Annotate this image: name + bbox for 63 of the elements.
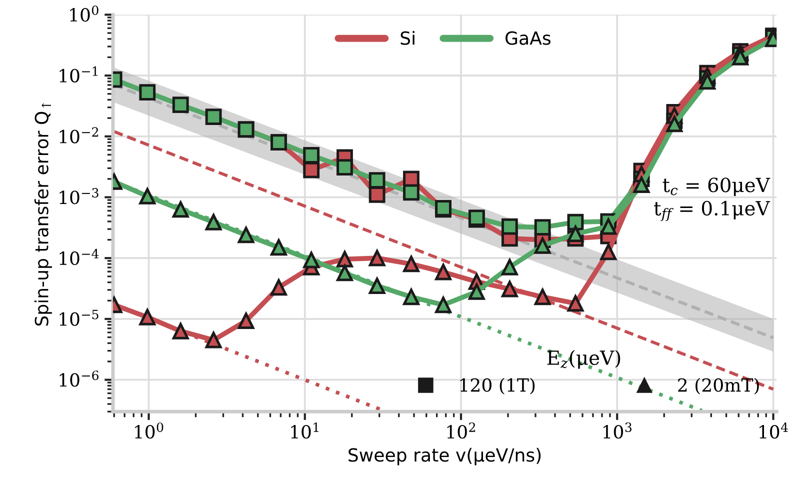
- y-axis-title: Spin-up transfer error Q$_{↑}$: [34, 102, 52, 326]
- point: [303, 162, 320, 178]
- x-tick-label: 10$^{0}$: [135, 422, 164, 439]
- point: [403, 184, 420, 201]
- point: [403, 256, 420, 272]
- point: [633, 176, 650, 194]
- point: [534, 288, 551, 306]
- point: [501, 218, 518, 235]
- point: [172, 201, 189, 218]
- x-axis-title: Sweep rate v(μeV/ns): [348, 448, 541, 466]
- legend-label: Si: [400, 30, 414, 45]
- x-tick-label: 10$^{2}$: [447, 422, 476, 439]
- annotation: t$_{c}$ = 60μeV: [662, 178, 770, 196]
- point: [336, 250, 353, 268]
- y-tick-label: 10$^{−3}$: [60, 188, 98, 204]
- y-tick-label: 10$^{−2}$: [60, 127, 98, 144]
- point: [205, 108, 222, 125]
- point: [172, 322, 189, 340]
- point: [368, 278, 386, 294]
- y-tick-label: 10$^{0}$: [70, 5, 98, 22]
- point: [139, 308, 156, 326]
- point: [567, 295, 584, 312]
- annotation: t$_{ff}$ = 0.1μeV: [654, 200, 770, 222]
- y-tick-label: 10$^{−6}$: [60, 370, 98, 387]
- point: [501, 280, 518, 298]
- point: [336, 264, 353, 282]
- x-tick-label: 10$^{4}$: [760, 422, 788, 439]
- point: [567, 226, 584, 242]
- x-tick-label: 10$^{1}$: [291, 422, 318, 439]
- point: [567, 214, 584, 230]
- point: [238, 226, 254, 244]
- point: [468, 284, 485, 300]
- point: [600, 218, 617, 235]
- point: [435, 264, 452, 280]
- point: [501, 258, 518, 276]
- point: [534, 237, 551, 254]
- point: [368, 172, 386, 188]
- point: [699, 73, 716, 90]
- legend-title: E$_{z}$(μeV): [547, 350, 620, 369]
- legend-label: GaAs: [506, 31, 550, 45]
- annotation: 2 (20mT): [678, 378, 759, 394]
- point: [368, 186, 386, 203]
- y-tick-label: 10$^{−4}$: [60, 248, 99, 266]
- point: [303, 252, 320, 268]
- point: [435, 296, 452, 314]
- point: [205, 332, 222, 348]
- point: [238, 312, 254, 330]
- point: [336, 159, 353, 176]
- point: [139, 84, 156, 101]
- point: [205, 214, 222, 230]
- point: [139, 188, 156, 204]
- annotation: 120 (1T): [460, 378, 535, 394]
- point: [270, 279, 287, 296]
- point: [303, 147, 320, 164]
- x-tick-label: 10$^{3}$: [603, 422, 632, 439]
- point: [270, 239, 287, 256]
- point: [600, 244, 617, 260]
- point: [403, 288, 420, 306]
- y-tick-label: 10$^{−5}$: [60, 310, 98, 326]
- point: [172, 96, 189, 114]
- point: [368, 250, 386, 266]
- y-tick-label: 10$^{−1}$: [60, 66, 98, 83]
- point: [534, 219, 551, 236]
